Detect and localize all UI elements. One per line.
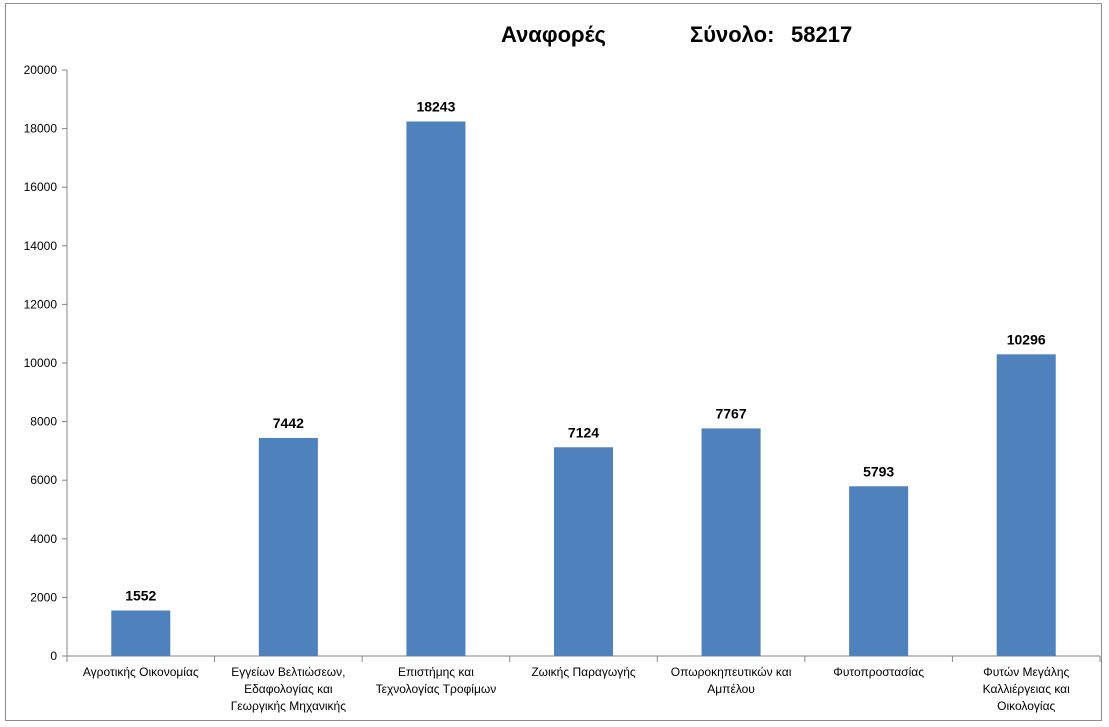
data-label: 5793	[863, 463, 894, 479]
data-label: 7442	[273, 415, 304, 431]
x-tick-label: Εδαφολογίας και	[244, 682, 333, 696]
data-label: 1552	[125, 588, 156, 604]
x-tick-label: Φυτοπροστασίας	[833, 665, 924, 679]
y-tick-label: 0	[50, 649, 57, 663]
y-tick-label: 16000	[24, 180, 58, 194]
y-tick-label: 18000	[24, 122, 58, 136]
y-tick-label: 6000	[30, 473, 57, 487]
x-tick-label: Γεωργικής Μηχανικής	[231, 699, 347, 713]
bar	[111, 610, 171, 656]
x-tick-label: Οπωροκηπευτικών και	[671, 665, 792, 679]
x-tick-label: Επιστήμης και	[398, 665, 474, 679]
x-tick-label: Τεχνολογίας Τροφίμων	[376, 682, 497, 696]
y-tick-label: 8000	[30, 415, 57, 429]
chart-frame	[5, 3, 1102, 721]
y-tick-label: 20000	[24, 63, 58, 77]
chart-total-value: 58217	[791, 22, 853, 47]
x-tick-label: Αγροτικής Οικονομίας	[83, 665, 199, 679]
y-tick-label: 2000	[30, 590, 57, 604]
bar	[849, 486, 909, 656]
bar	[406, 121, 466, 656]
bar	[701, 428, 761, 656]
bar	[258, 437, 318, 656]
bar	[996, 354, 1056, 656]
chart-title-main: Αναφορές	[501, 22, 606, 47]
data-label: 18243	[416, 98, 455, 114]
chart-title: Αναφορές Σύνολο: 58217	[0, 22, 1109, 56]
x-tick-label: Εγγείων Βελτιώσεων,	[231, 665, 345, 679]
chart-total-label: Σύνολο:	[690, 22, 775, 47]
x-tick-label: Οικολογίας	[997, 699, 1055, 713]
data-label: 10296	[1007, 331, 1046, 347]
bar	[553, 447, 614, 656]
y-tick-label: 14000	[24, 239, 58, 253]
y-tick-label: 4000	[30, 532, 57, 546]
x-tick-label: Φυτών Μεγάλης	[983, 665, 1069, 679]
x-tick-label: Αμπέλου	[707, 682, 755, 696]
data-label: 7767	[715, 405, 746, 421]
data-label: 7124	[568, 424, 599, 440]
y-tick-label: 10000	[24, 356, 58, 370]
x-tick-label: Ζωικής Παραγωγής	[531, 665, 636, 679]
y-tick-label: 12000	[24, 297, 58, 311]
x-tick-label: Καλλιέργειας και	[983, 682, 1070, 696]
